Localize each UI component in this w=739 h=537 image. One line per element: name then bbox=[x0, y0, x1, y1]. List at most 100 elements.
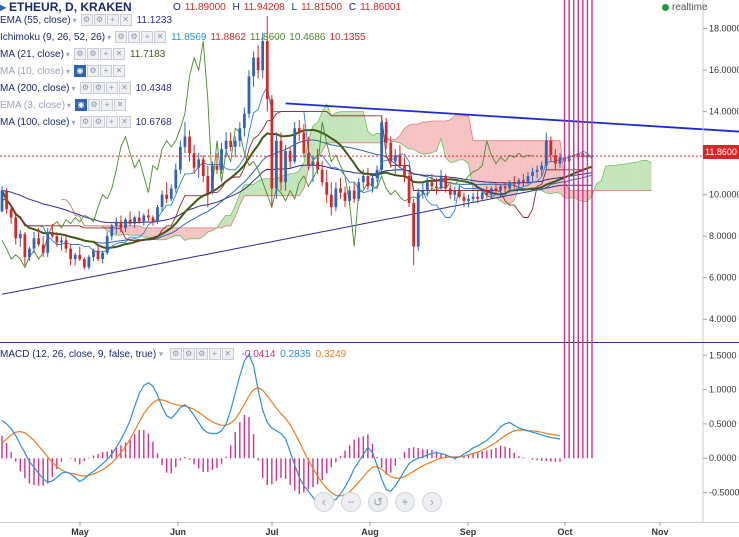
dropdown-icon[interactable]: ▾ bbox=[65, 66, 70, 76]
dropdown-icon[interactable]: ▾ bbox=[67, 100, 72, 110]
candle-body bbox=[197, 159, 201, 168]
add-icon[interactable]: + bbox=[141, 31, 154, 43]
cloud-segment bbox=[560, 140, 565, 198]
reset-chart-button[interactable]: ↺ bbox=[368, 492, 388, 512]
scroll-left-button[interactable]: ‹ bbox=[314, 492, 334, 512]
visibility-icon[interactable]: ◉ bbox=[75, 99, 88, 111]
close-icon[interactable]: ✕ bbox=[118, 116, 131, 128]
settings-icon[interactable]: ⚙ bbox=[182, 348, 195, 360]
indicator-name[interactable]: Ichimoku (9, 26, 52, 26) bbox=[0, 31, 106, 43]
close-icon[interactable]: ✕ bbox=[221, 348, 234, 360]
close-icon[interactable]: ✕ bbox=[119, 14, 132, 26]
visibility-icon[interactable]: ⚙ bbox=[73, 48, 86, 60]
settings-icon[interactable]: ⚙ bbox=[86, 65, 99, 77]
candle-body bbox=[462, 196, 466, 201]
dropdown-icon[interactable]: ▾ bbox=[71, 83, 76, 93]
candle-body bbox=[96, 250, 100, 260]
visibility-icon[interactable]: ⚙ bbox=[80, 14, 93, 26]
dropdown-icon[interactable]: ▾ bbox=[107, 32, 112, 42]
indicator-name[interactable]: MA (21, close) bbox=[0, 48, 64, 60]
indicator-row[interactable]: MA (21, close) ▾ ⚙ ⚙ + ✕ 11.7183 bbox=[0, 48, 165, 62]
indicator-row[interactable]: MA (200, close) ▾ ⚙ ⚙ + ✕ 10.4348 bbox=[0, 82, 172, 96]
dropdown-icon[interactable]: ▾ bbox=[72, 15, 77, 25]
add-icon[interactable]: + bbox=[99, 48, 112, 60]
candle-body bbox=[439, 176, 443, 189]
dropdown-icon[interactable]: ▾ bbox=[71, 117, 76, 127]
indicator-value: 11.7183 bbox=[129, 48, 166, 60]
visibility-icon[interactable]: ⚙ bbox=[115, 31, 128, 43]
indicator-row[interactable]: EMA (55, close) ▾ ⚙ ⚙ + ✕ 11.1233 bbox=[0, 14, 172, 28]
settings-icon[interactable]: ⚙ bbox=[93, 14, 106, 26]
settings-icon[interactable]: ⚙ bbox=[88, 99, 101, 111]
time-tick-label: Jul bbox=[265, 527, 278, 537]
candle-body bbox=[229, 140, 233, 147]
time-tick-label: Aug bbox=[361, 527, 379, 537]
visibility-icon[interactable]: ⚙ bbox=[79, 82, 92, 94]
dropdown-icon[interactable]: ▾ bbox=[65, 49, 70, 59]
indicator-name[interactable]: MA (10, close) bbox=[0, 65, 64, 77]
scroll-right-button[interactable]: › bbox=[422, 492, 442, 512]
candle-body bbox=[220, 149, 223, 170]
indicator-row[interactable]: MA (100, close) ▾ ⚙ ⚙ + ✕ 10.6768 bbox=[0, 116, 172, 130]
cloud-segment bbox=[463, 115, 469, 164]
collapse-icon[interactable]: ▸ bbox=[0, 0, 7, 14]
add-icon[interactable]: + bbox=[106, 14, 119, 26]
candle-body bbox=[558, 157, 562, 164]
cloud-segment bbox=[390, 139, 396, 142]
settings-icon[interactable]: ⚙ bbox=[169, 348, 182, 360]
settings-icon[interactable]: ⚙ bbox=[92, 116, 105, 128]
close-icon[interactable]: ✕ bbox=[112, 65, 125, 77]
time-tick-label: Sep bbox=[460, 527, 477, 537]
indicator-row[interactable]: MA (10, close) ▾ ◉ ⚙ + ✕ bbox=[0, 65, 126, 79]
settings-icon[interactable]: ⚙ bbox=[128, 31, 141, 43]
cloud-segment bbox=[253, 181, 259, 196]
close-icon[interactable]: ✕ bbox=[112, 48, 125, 60]
zoom-in-button[interactable]: + bbox=[395, 492, 415, 512]
candle-body bbox=[430, 182, 434, 187]
candle-body bbox=[128, 219, 132, 224]
close-icon[interactable]: ✕ bbox=[154, 31, 167, 43]
candle-body bbox=[28, 248, 31, 257]
add-icon[interactable]: + bbox=[99, 65, 112, 77]
candle-body bbox=[252, 57, 255, 77]
symbol-title[interactable]: ▸ ETHEUR, D, KRAKEN bbox=[0, 0, 132, 14]
indicator-name[interactable]: MA (200, close) bbox=[0, 82, 70, 94]
dropdown-icon[interactable]: ▾ bbox=[158, 349, 163, 359]
add-icon[interactable]: + bbox=[208, 348, 221, 360]
visibility-icon[interactable]: ◉ bbox=[73, 65, 86, 77]
macd-legend-row[interactable]: MACD (12, 26, close, 9, false, true) ▾ ⚙… bbox=[0, 348, 346, 362]
candle-body bbox=[247, 76, 251, 114]
zoom-out-button[interactable]: − bbox=[341, 492, 361, 512]
indicator-name[interactable]: EMA (55, close) bbox=[0, 14, 71, 26]
cloud-segment bbox=[171, 227, 176, 238]
candle-body bbox=[407, 176, 411, 203]
candle-body bbox=[0, 190, 4, 212]
cloud-segment bbox=[198, 227, 204, 239]
indicator-name[interactable]: MA (100, close) bbox=[0, 116, 70, 128]
visibility-icon[interactable]: ⚙ bbox=[79, 116, 92, 128]
candle-body bbox=[224, 140, 228, 150]
settings-icon[interactable]: ⚙ bbox=[92, 82, 105, 94]
indicator-value: 10.6768 bbox=[135, 116, 172, 128]
macd-signal-value: 0.3249 bbox=[315, 348, 347, 360]
indicator-name[interactable]: EMA (3, close) bbox=[0, 99, 66, 111]
macd-name[interactable]: MACD (12, 26, close, 9, false, true) bbox=[0, 348, 157, 360]
close-icon[interactable]: ✕ bbox=[114, 99, 127, 111]
indicator-row[interactable]: EMA (3, close) ▾ ◉ ⚙ + ✕ bbox=[0, 99, 127, 113]
close-icon[interactable]: ✕ bbox=[118, 82, 131, 94]
add-icon[interactable]: + bbox=[105, 82, 118, 94]
cloud-segment bbox=[518, 140, 524, 190]
settings-icon[interactable]: ⚙ bbox=[195, 348, 208, 360]
settings-icon[interactable]: ⚙ bbox=[86, 48, 99, 60]
candle-body bbox=[375, 169, 379, 179]
candle-body bbox=[206, 176, 210, 193]
candle-body bbox=[179, 146, 182, 170]
cloud-segment bbox=[335, 111, 341, 143]
add-icon[interactable]: + bbox=[105, 116, 118, 128]
add-icon[interactable]: + bbox=[101, 99, 114, 111]
candle-body bbox=[92, 250, 95, 257]
macd-hist-value: -0.0414 bbox=[241, 348, 276, 360]
candle-body bbox=[499, 186, 502, 191]
indicator-row[interactable]: Ichimoku (9, 26, 52, 26) ▾ ⚙ ⚙ + ✕ 11.8569 11.8… bbox=[0, 31, 366, 45]
